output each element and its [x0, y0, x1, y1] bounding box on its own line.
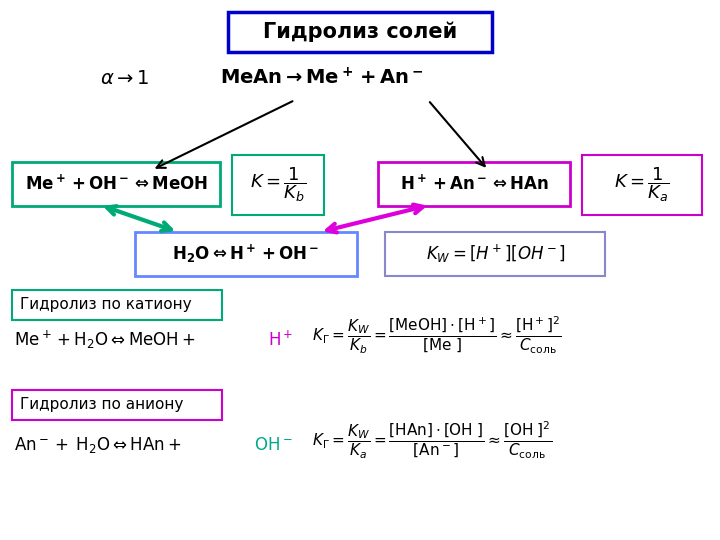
Text: $K_W =[H^+][OH^-]$: $K_W =[H^+][OH^-]$ — [426, 243, 566, 265]
Text: Гидролиз по аниону: Гидролиз по аниону — [20, 397, 184, 413]
Text: $K = \dfrac{1}{K_a}$: $K = \dfrac{1}{K_a}$ — [614, 166, 670, 204]
Text: Гидролиз по катиону: Гидролиз по катиону — [20, 298, 192, 313]
Bar — [232, 155, 324, 215]
Text: $\mathbf{H_2O \Leftrightarrow H^+ + OH^-}$: $\mathbf{H_2O \Leftrightarrow H^+ + OH^-… — [172, 243, 320, 265]
Bar — [135, 232, 357, 276]
Text: $\mathrm{OH^-}$: $\mathrm{OH^-}$ — [254, 436, 292, 454]
Text: $\mathrm{Me^+ + H_2O \Leftrightarrow MeOH + }$: $\mathrm{Me^+ + H_2O \Leftrightarrow MeO… — [14, 329, 196, 351]
Text: $\mathrm{H^+}$: $\mathrm{H^+}$ — [268, 330, 294, 350]
Text: $K_\Gamma = \dfrac{K_W}{K_a} = \dfrac{[\mathrm{HAn}]\cdot[\mathrm{OH\;}]}{[\math: $K_\Gamma = \dfrac{K_W}{K_a} = \dfrac{[\… — [312, 420, 552, 461]
Bar — [582, 155, 702, 215]
Text: $\mathbf{Me^+ + OH^-\Leftrightarrow MeOH}$: $\mathbf{Me^+ + OH^-\Leftrightarrow MeOH… — [24, 174, 207, 194]
Bar — [385, 232, 605, 276]
Bar — [378, 162, 570, 206]
Text: $\mathrm{An^- +\; H_2O \Leftrightarrow HAn + }$: $\mathrm{An^- +\; H_2O \Leftrightarrow H… — [14, 435, 181, 455]
Text: $\mathbf{MeAn \rightarrow Me^+ + An^-}$: $\mathbf{MeAn \rightarrow Me^+ + An^-}$ — [220, 68, 423, 89]
Bar — [12, 162, 220, 206]
Bar — [228, 12, 492, 52]
Text: $K_\Gamma = \dfrac{K_W}{K_b} = \dfrac{[\mathrm{MeOH}]\cdot[\mathrm{H}^+]}{[\math: $K_\Gamma = \dfrac{K_W}{K_b} = \dfrac{[\… — [312, 315, 562, 355]
Bar — [12, 290, 222, 320]
Text: $K = \dfrac{1}{K_b}$: $K = \dfrac{1}{K_b}$ — [250, 166, 306, 204]
Text: $\mathbf{H^+ + An^-\Leftrightarrow HAn}$: $\mathbf{H^+ + An^-\Leftrightarrow HAn}$ — [400, 174, 549, 194]
Bar — [12, 390, 222, 420]
Text: Гидролиз солей: Гидролиз солей — [263, 22, 457, 42]
Text: $\alpha\rightarrow1$: $\alpha\rightarrow1$ — [100, 69, 150, 87]
